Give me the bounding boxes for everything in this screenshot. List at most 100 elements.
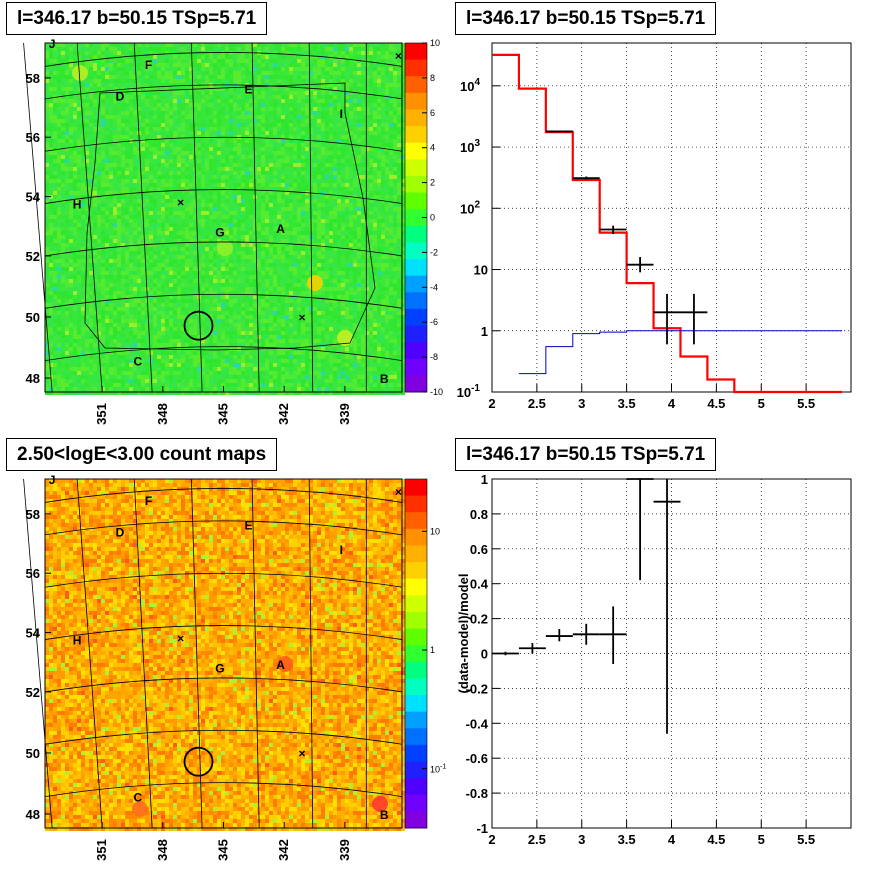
region-label-h: H [73,634,82,648]
region-label-j: J [49,37,56,51]
tl-map-xtick-label: 339 [337,403,352,425]
br-ytick-label: 0.2 [470,612,488,627]
tl-map-hotspot [307,275,323,291]
br-ytick-label: -1 [476,821,488,836]
tr-model-histogram [492,53,843,394]
region-label-a: A [276,658,285,672]
tl-map-lat-line [44,293,403,309]
bl-map-ytick-label: 52 [26,685,40,700]
bl-map-pixels [45,479,405,831]
tr-ytick-label: 10 [474,263,488,278]
tl-map-ytick-label: 54 [26,190,41,205]
region-label-c: C [133,791,142,805]
tl-map-colorbar-label: 6 [430,108,435,118]
region-label-d: D [116,89,125,103]
tl-map-hotspot [337,330,353,346]
region-label-i: I [340,107,343,121]
bl-map-lat-line [44,572,403,588]
bl-map-lon-line [23,478,53,829]
region-label-g: G [215,225,224,239]
tl-map-lon-line [251,42,260,393]
region-label-c: C [133,355,142,369]
region-label-f: F [145,494,152,508]
bl-map-colorbar [405,479,427,829]
tl-map-colorbar-label: 2 [430,178,435,188]
tl-map-lat-line [44,52,403,67]
bl-map-lon-line [308,478,314,829]
tl-map-xtick-label: 342 [276,403,291,425]
br-xtick-label: 3 [578,832,585,847]
tl-map-colorbar [405,43,427,393]
br-xtick-label: 3.5 [618,832,636,847]
bl-map-ytick-label: 58 [26,507,40,522]
tl-map-ytick-label: 58 [26,71,40,86]
br-xtick-label: 4 [668,832,676,847]
bl-map-lon-line [190,478,203,829]
tr-ytick-label: 102 [460,199,480,216]
tl-map-xtick-label: 345 [216,403,231,425]
bl-map-hotspot [277,656,293,672]
bl-map-hotspot [132,801,148,817]
bl-map-hotspot [372,796,388,812]
bl-map-ytick-label: 54 [26,626,41,641]
region-label-b: B [380,372,389,386]
bl-map-lat-line [44,520,403,536]
tl-map-colorbar-label: -2 [430,247,438,257]
br-xtick-label: 5.5 [797,832,815,847]
region-label-b: B [380,808,389,822]
bl-map-x-marker: × [395,485,402,499]
region-label-f: F [145,58,152,72]
tr-xtick-label: 3.5 [618,396,636,411]
bl-map-xtick-label: 342 [276,839,291,861]
tl-map-colorbar-label: 10 [430,38,440,48]
bl-map-ytick-label: 48 [26,807,40,822]
br-ytick-label: -0.6 [466,751,488,766]
tl-map-colorbar-label: -10 [430,387,443,397]
bl-map-colorbar-label: 10-1 [430,764,446,775]
bl-map-xtick-label: 345 [216,839,231,861]
tl-map-lon-line [23,42,53,393]
tl-map-lat-line [44,84,403,100]
bl-map-colorbar-label: 10 [430,526,440,536]
tl-map-colorbar-label: -4 [430,282,438,292]
tl-map-x-marker: × [395,49,402,63]
bl-map-colorbar-label: 1 [430,645,435,655]
br-ylabel: (data-model)/model [456,574,471,694]
bl-map-x-marker: × [177,632,184,646]
tr-xtick-label: 5 [758,396,765,411]
tl-map-source-circle [183,310,214,341]
bl-map-xtick-label: 348 [155,839,170,861]
tr-plot-frame [491,42,852,393]
tl-map-lon-line [190,42,203,393]
tl-map-colorbar-label: 8 [430,73,435,83]
tl-map-lon-line [133,42,153,393]
bl-map-lon-line [76,478,103,829]
br-ytick-label: 0.6 [470,542,488,557]
tr-xtick-label: 3 [578,396,585,411]
br-xtick-label: 2 [488,832,495,847]
region-label-j: J [49,473,56,487]
br-ytick-label: -0.8 [466,786,488,801]
tl-map-colorbar-label: 4 [430,143,435,153]
region-label-i: I [340,543,343,557]
region-label-g: G [215,661,224,675]
tl-map-colorbar-label: -8 [430,352,438,362]
tr-ytick-label: 104 [460,77,480,94]
region-label-e: E [244,518,252,532]
tl-map-xtick-label: 351 [94,403,109,425]
tl-map-ytick-label: 52 [26,249,40,264]
region-label-h: H [73,198,82,212]
tr-ytick-label: 103 [460,138,480,155]
tr-xtick-label: 2.5 [528,396,546,411]
region-label-a: A [276,222,285,236]
br-ytick-label: -0.2 [466,681,488,696]
bl-map-lat-line [44,729,403,745]
bottom-left-title: 2.50<logE<3.00 count maps [6,438,278,471]
top-right-title: l=346.17 b=50.15 TSp=5.71 [455,2,717,35]
tr-xtick-label: 4.5 [707,396,725,411]
bl-map-lon-line [251,478,260,829]
tl-map-ytick-label: 56 [26,130,40,145]
br-xtick-label: 5 [758,832,765,847]
tl-map-lat-line [44,346,403,362]
